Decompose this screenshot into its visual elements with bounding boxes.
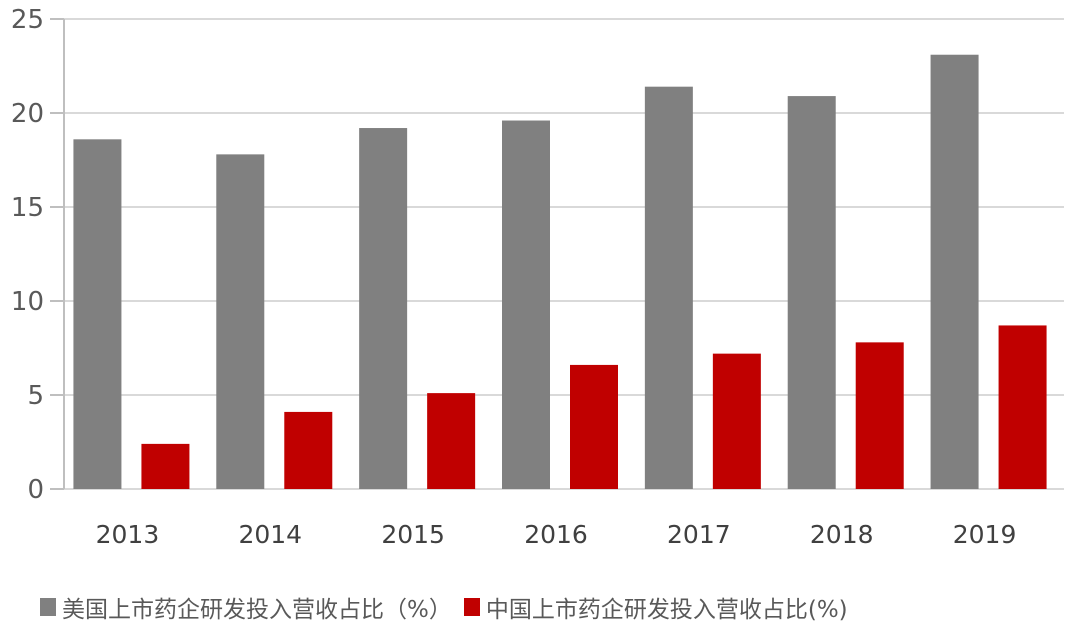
bar-us-2013	[73, 139, 122, 489]
bar-cn-2013	[141, 443, 190, 489]
bar-cn-2015	[427, 393, 476, 489]
legend-swatch-gray-icon	[40, 598, 56, 616]
x-tick-label: 2019	[953, 520, 1017, 549]
x-tick-label: 2015	[381, 520, 445, 549]
y-tick-label: 0	[27, 475, 44, 505]
chart-legend: 美国上市药企研发投入营收占比（%） 中国上市药企研发投入营收占比(%)	[40, 590, 860, 624]
legend-swatch-red-icon	[463, 598, 480, 616]
legend-item-cn: 中国上市药企研发投入营收占比(%)	[463, 590, 848, 624]
x-tick-label: 2016	[524, 520, 588, 549]
bar-us-2018	[787, 96, 836, 489]
x-tick-label: 2014	[238, 520, 302, 549]
bar-us-2016	[502, 120, 550, 490]
bar-us-2015	[359, 128, 408, 490]
bar-cn-2016	[570, 364, 618, 489]
y-tick-label: 10	[11, 287, 44, 317]
y-tick-label: 15	[11, 193, 44, 223]
y-tick-label: 20	[11, 99, 44, 129]
x-tick-label: 2017	[667, 520, 731, 549]
bar-cn-2018	[855, 342, 904, 489]
bar-chart: 0 5 10 15 20 25 2013 2014 2015 2016 2017 2018 2019	[11, 5, 1064, 549]
bar-us-2017	[644, 86, 693, 490]
x-tick-label: 2018	[810, 520, 874, 549]
y-tick-label: 25	[11, 5, 44, 35]
x-tick-label: 2013	[96, 520, 160, 549]
y-tick-label: 5	[27, 381, 44, 411]
legend-label-us: 美国上市药企研发投入营收占比（%）	[62, 597, 452, 623]
bar-cn-2014	[284, 411, 333, 489]
bar-us-2014	[216, 154, 265, 490]
legend-label-cn: 中国上市药企研发投入营收占比(%)	[485, 597, 848, 623]
bar-cn-2019	[998, 325, 1047, 489]
bar-cn-2017	[712, 353, 761, 489]
legend-item-us: 美国上市药企研发投入营收占比（%）	[40, 590, 452, 624]
bar-us-2019	[930, 54, 979, 489]
